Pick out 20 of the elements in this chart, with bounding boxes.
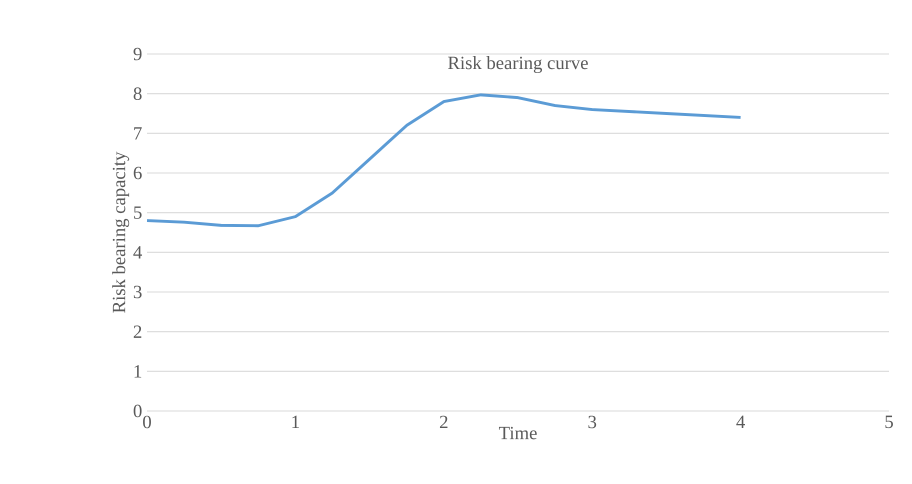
y-tick-label: 0 [134,404,142,418]
y-tick-label: 7 [134,127,142,140]
y-tick-label: 9 [134,48,142,60]
y-tick-label: 4 [133,246,142,258]
y-tick-label: 6 [134,166,142,180]
x-tick-label: 0 [143,416,151,428]
y-tick-label: 2 [134,325,142,338]
line-series [146,93,742,228]
x-tick-label: 4 [736,416,745,428]
y-tick-label: 1 [134,365,142,378]
y-tick-label: 5 [134,206,142,219]
y-axis-title: Risk bearing capacity [112,152,130,313]
x-tick-label: 5 [885,416,893,428]
x-tick-label: 3 [588,416,596,428]
x-axis-title: Time [498,426,537,440]
chart-title: Risk bearing curve [448,56,588,74]
y-tick-label: 3 [134,286,142,298]
x-tick-label: 2 [440,416,448,428]
y-tick-label: 8 [134,87,142,100]
x-tick-label: 1 [292,416,299,428]
